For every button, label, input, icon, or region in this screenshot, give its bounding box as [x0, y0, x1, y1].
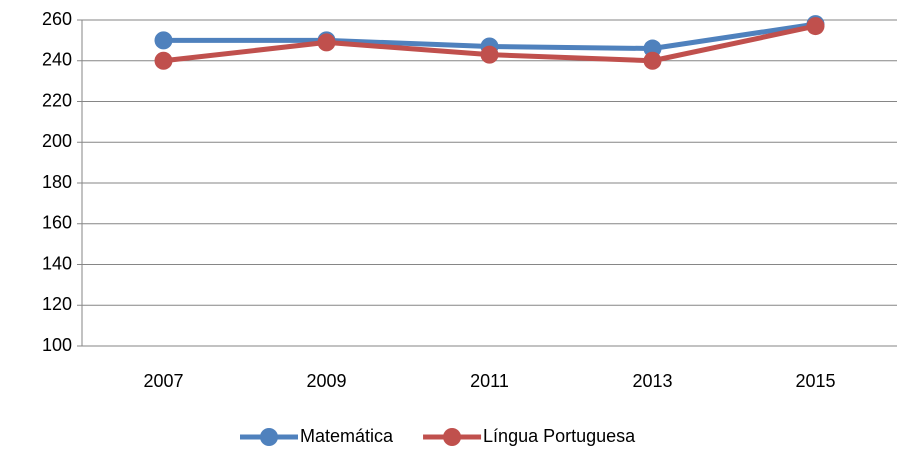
x-tick-label: 2013: [632, 371, 672, 391]
y-tick-label: 220: [42, 90, 72, 110]
data-point: [806, 17, 825, 36]
legend-label: Matemática: [300, 426, 394, 446]
x-tick-label: 2011: [470, 371, 509, 391]
x-tick-label: 2015: [795, 371, 835, 391]
data-point: [317, 33, 336, 52]
x-tick-label: 2009: [306, 371, 346, 391]
data-point: [643, 51, 662, 70]
data-point: [154, 51, 173, 70]
legend-marker: [443, 428, 462, 446]
data-point: [480, 45, 499, 64]
legend-label: Língua Portuguesa: [483, 426, 636, 446]
y-tick-label: 260: [42, 9, 72, 29]
y-tick-label: 120: [42, 294, 72, 314]
y-tick-label: 140: [42, 253, 72, 273]
y-tick-label: 200: [42, 131, 72, 151]
x-tick-label: 2007: [143, 371, 183, 391]
legend-marker: [260, 428, 278, 446]
y-tick-label: 100: [42, 335, 72, 355]
y-tick-label: 160: [42, 213, 72, 233]
y-tick-label: 240: [42, 50, 72, 70]
y-tick-label: 180: [42, 172, 72, 192]
data-point: [154, 31, 173, 50]
